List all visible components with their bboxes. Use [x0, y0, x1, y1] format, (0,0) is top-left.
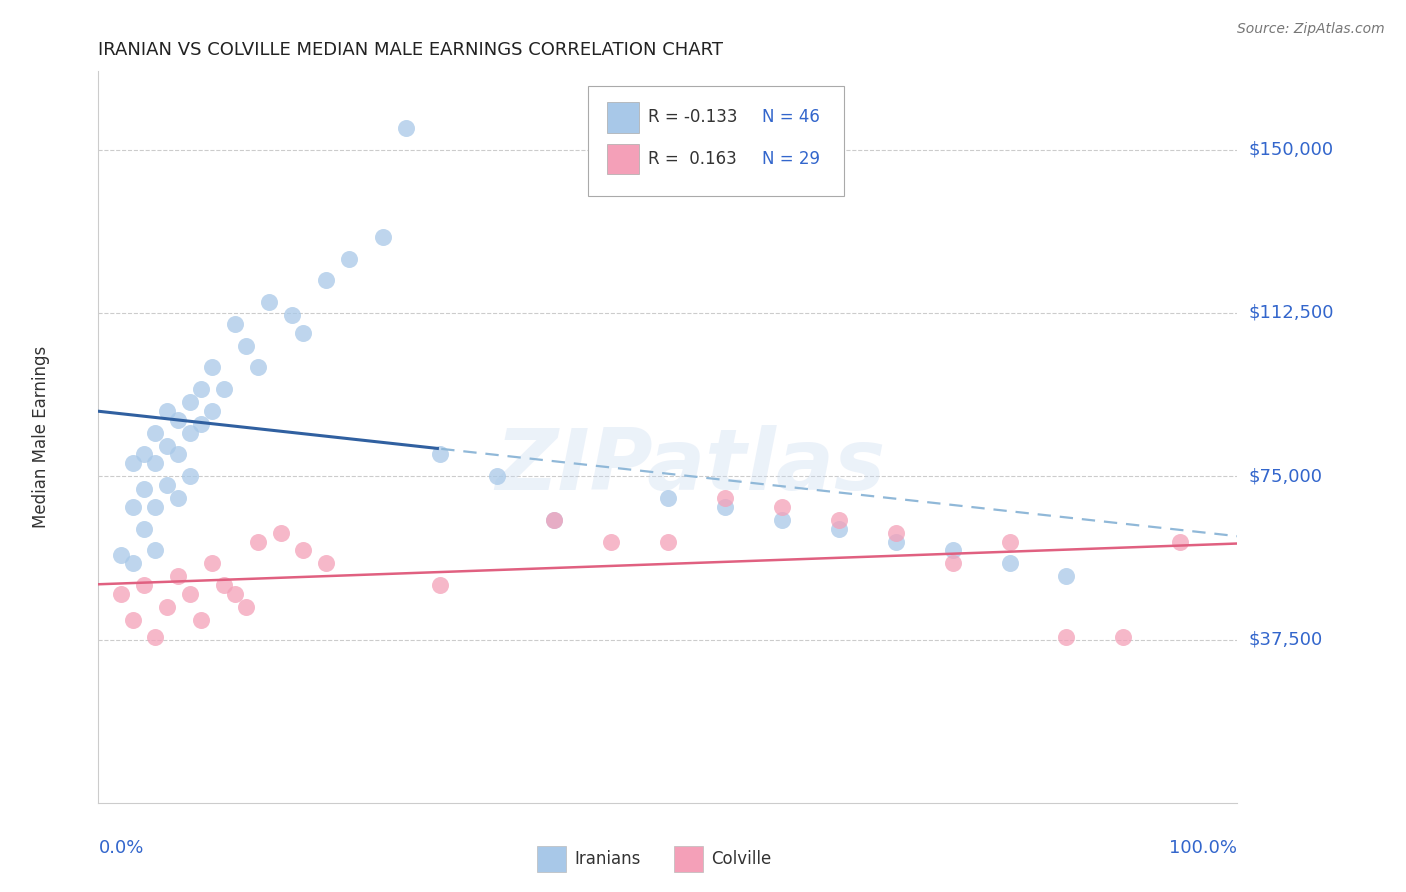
- Point: [315, 557, 337, 571]
- Point: [132, 448, 155, 462]
- Point: [657, 491, 679, 505]
- Text: Source: ZipAtlas.com: Source: ZipAtlas.com: [1237, 22, 1385, 37]
- FancyBboxPatch shape: [607, 144, 640, 175]
- Point: [167, 448, 190, 462]
- Text: 0.0%: 0.0%: [98, 839, 143, 857]
- Point: [942, 543, 965, 558]
- Point: [156, 478, 179, 492]
- Point: [270, 525, 292, 540]
- Point: [884, 534, 907, 549]
- Point: [246, 534, 269, 549]
- Text: IRANIAN VS COLVILLE MEDIAN MALE EARNINGS CORRELATION CHART: IRANIAN VS COLVILLE MEDIAN MALE EARNINGS…: [98, 41, 724, 59]
- Point: [998, 534, 1021, 549]
- Text: Iranians: Iranians: [575, 850, 641, 868]
- Point: [201, 557, 224, 571]
- Point: [235, 338, 257, 352]
- Point: [190, 382, 212, 396]
- Text: Median Male Earnings: Median Male Earnings: [32, 346, 51, 528]
- Point: [132, 578, 155, 592]
- Point: [145, 631, 167, 645]
- Point: [167, 569, 190, 583]
- Point: [884, 525, 907, 540]
- Point: [224, 317, 246, 331]
- Point: [201, 404, 224, 418]
- FancyBboxPatch shape: [588, 86, 845, 195]
- Text: $112,500: $112,500: [1249, 304, 1334, 322]
- Point: [281, 308, 304, 322]
- Text: Colville: Colville: [711, 850, 772, 868]
- Point: [156, 439, 179, 453]
- Point: [770, 500, 793, 514]
- Point: [429, 578, 451, 592]
- Text: R = -0.133: R = -0.133: [648, 109, 738, 127]
- Point: [167, 491, 190, 505]
- Text: $75,000: $75,000: [1249, 467, 1323, 485]
- Point: [110, 548, 132, 562]
- Point: [337, 252, 360, 266]
- Point: [179, 587, 201, 601]
- Text: R =  0.163: R = 0.163: [648, 150, 737, 168]
- Point: [543, 513, 565, 527]
- Point: [714, 500, 737, 514]
- Point: [121, 613, 143, 627]
- Point: [600, 534, 623, 549]
- FancyBboxPatch shape: [673, 846, 703, 872]
- Point: [315, 273, 337, 287]
- Point: [145, 456, 167, 470]
- Point: [1054, 631, 1078, 645]
- Point: [235, 599, 257, 614]
- Point: [828, 513, 851, 527]
- Point: [770, 513, 793, 527]
- Point: [395, 120, 418, 135]
- Point: [132, 483, 155, 497]
- Point: [942, 557, 965, 571]
- Point: [371, 229, 394, 244]
- Point: [132, 521, 155, 535]
- Point: [828, 521, 851, 535]
- Point: [292, 543, 315, 558]
- Point: [179, 425, 201, 440]
- Point: [1054, 569, 1078, 583]
- Point: [212, 382, 235, 396]
- Point: [145, 425, 167, 440]
- Point: [1112, 631, 1135, 645]
- Point: [156, 404, 179, 418]
- Point: [212, 578, 235, 592]
- Text: ZIPatlas: ZIPatlas: [495, 425, 886, 508]
- Point: [486, 469, 509, 483]
- Point: [657, 534, 679, 549]
- Point: [145, 543, 167, 558]
- Point: [292, 326, 315, 340]
- Point: [121, 456, 143, 470]
- Point: [259, 295, 281, 310]
- Point: [246, 360, 269, 375]
- Point: [998, 557, 1021, 571]
- Point: [121, 500, 143, 514]
- Point: [190, 417, 212, 431]
- Point: [714, 491, 737, 505]
- Text: 100.0%: 100.0%: [1170, 839, 1237, 857]
- FancyBboxPatch shape: [607, 102, 640, 133]
- FancyBboxPatch shape: [537, 846, 567, 872]
- Point: [429, 448, 451, 462]
- Point: [121, 557, 143, 571]
- Point: [1170, 534, 1192, 549]
- Point: [201, 360, 224, 375]
- Point: [156, 599, 179, 614]
- Point: [179, 395, 201, 409]
- Point: [145, 500, 167, 514]
- Point: [543, 513, 565, 527]
- Text: N = 46: N = 46: [762, 109, 820, 127]
- Point: [190, 613, 212, 627]
- Text: $150,000: $150,000: [1249, 141, 1333, 159]
- Point: [167, 412, 190, 426]
- Point: [110, 587, 132, 601]
- Text: $37,500: $37,500: [1249, 631, 1323, 648]
- Point: [179, 469, 201, 483]
- Text: N = 29: N = 29: [762, 150, 820, 168]
- Point: [224, 587, 246, 601]
